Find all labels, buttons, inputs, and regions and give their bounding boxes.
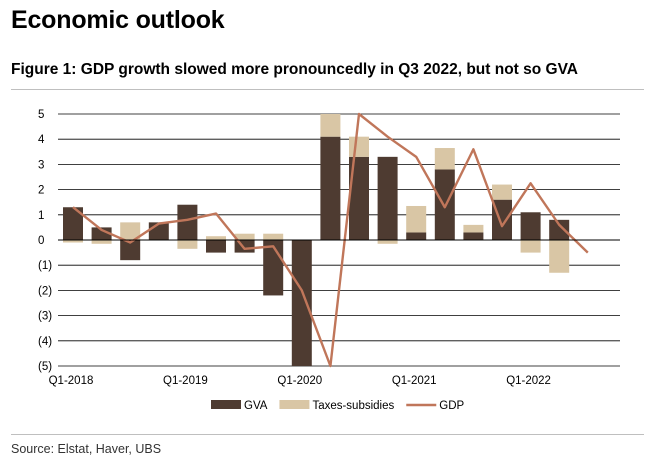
bar-taxes-subsidies-13 xyxy=(434,148,455,170)
x-tick-label: Q1-2022 xyxy=(506,375,551,387)
bar-gva-12 xyxy=(406,232,427,240)
y-tick-label: 1 xyxy=(38,210,44,222)
bar-taxes-subsidies-9 xyxy=(320,114,341,137)
bar-taxes-subsidies-4 xyxy=(177,240,198,249)
bar-taxes-subsidies-1 xyxy=(91,240,112,244)
bar-taxes-subsidies-2 xyxy=(120,222,141,240)
legend: GVA Taxes-subsidies GDP xyxy=(211,400,465,412)
x-tick-label: Q1-2020 xyxy=(277,375,322,387)
bar-taxes-subsidies-17 xyxy=(549,240,570,273)
legend-swatch-taxes-subsidies xyxy=(279,400,310,409)
y-tick-label: 3 xyxy=(38,159,44,171)
figure-title: Figure 1: GDP growth slowed more pronoun… xyxy=(11,61,578,78)
gdp-line-layer xyxy=(72,112,589,368)
y-tick-label: 5 xyxy=(38,109,44,121)
y-axis-ticks: 5 4 3 2 1 0 (1) (2) (3) (4) (5) xyxy=(38,109,52,373)
legend-label-gva: GVA xyxy=(244,400,268,412)
page-heading: Economic outlook xyxy=(11,6,225,34)
y-tick-label: 2 xyxy=(38,185,44,197)
bar-taxes-subsidies-5 xyxy=(206,236,226,240)
bar-gva-16 xyxy=(520,212,541,240)
bar-taxes-subsidies-10 xyxy=(349,136,369,157)
bar-taxes-subsidies-0 xyxy=(63,240,83,243)
bar-gva-17 xyxy=(549,219,570,240)
y-tick-label: 0 xyxy=(38,235,44,247)
bar-taxes-subsidies-15 xyxy=(492,184,512,200)
bar-gva-11 xyxy=(377,156,398,240)
bar-gva-0 xyxy=(63,207,83,240)
y-tick-label: (2) xyxy=(38,285,52,297)
bar-gva-5 xyxy=(206,240,226,253)
y-tick-label: 4 xyxy=(38,134,45,146)
y-tick-label: (4) xyxy=(38,336,52,348)
bar-gva-10 xyxy=(349,156,369,240)
bar-taxes-subsidies-16 xyxy=(520,240,541,253)
bar-taxes-subsidies-6 xyxy=(234,233,255,240)
x-tick-label: Q1-2021 xyxy=(392,375,437,387)
bar-gva-8 xyxy=(291,240,312,366)
x-tick-label: Q1-2018 xyxy=(49,375,94,387)
y-tick-label: (1) xyxy=(38,260,52,272)
bar-gva-9 xyxy=(320,136,341,240)
bar-taxes-subsidies-14 xyxy=(463,224,484,233)
y-tick-label: (3) xyxy=(38,311,52,323)
x-axis-ticks: Q1-2018 Q1-2019 Q1-2020 Q1-2021 Q1-2022 xyxy=(49,375,551,387)
bar-gva-4 xyxy=(177,204,198,240)
y-tick-label: (5) xyxy=(38,361,52,373)
legend-swatch-gva xyxy=(211,400,241,409)
top-divider xyxy=(11,89,644,90)
bar-taxes-subsidies-7 xyxy=(263,233,284,240)
bar-taxes-subsidies-12 xyxy=(406,205,427,233)
bar-gva-14 xyxy=(463,232,484,240)
legend-label-gdp: GDP xyxy=(439,400,464,412)
bar-taxes-subsidies-11 xyxy=(377,240,398,244)
bar-gva-1 xyxy=(91,227,112,240)
bar-gva-2 xyxy=(120,240,141,261)
source-note: Source: Elstat, Haver, UBS xyxy=(11,442,162,456)
gdp-line xyxy=(72,112,589,368)
bottom-divider xyxy=(11,434,644,435)
legend-label-taxes-subsidies: Taxes-subsidies xyxy=(312,400,394,412)
x-tick-label: Q1-2019 xyxy=(163,375,208,387)
